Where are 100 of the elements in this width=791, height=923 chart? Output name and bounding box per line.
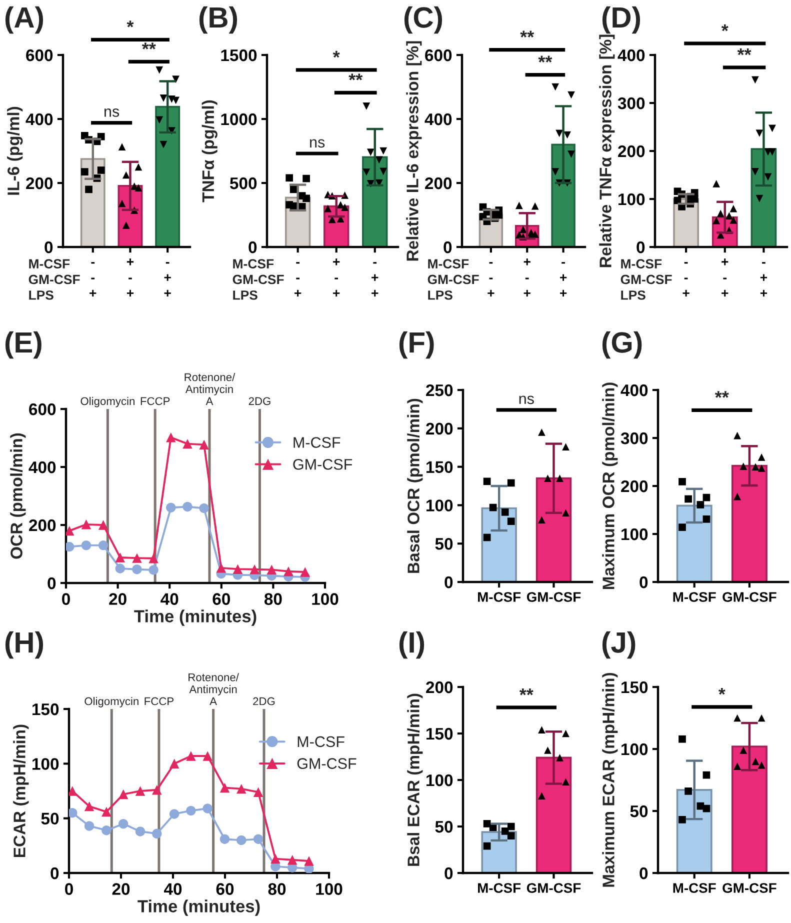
y-tick-label: 50 (435, 820, 453, 833)
point (152, 785, 162, 795)
point (98, 520, 108, 530)
bar (750, 148, 777, 247)
y-tick-label: 600 (29, 403, 56, 416)
annotation: ns (104, 108, 120, 117)
y-tick-label: 50 (41, 812, 59, 825)
x-tick-label: M-CSF (478, 592, 521, 602)
y-tick-label: 200 (621, 480, 648, 492)
y-tick-label: 50 (630, 805, 648, 818)
point (266, 564, 277, 575)
y-tick-label: 200 (425, 177, 452, 190)
x-tick-label: 80 (268, 883, 286, 895)
y-axis-title: Maximum ECAR (mpH/min) (602, 672, 618, 887)
text: ** (520, 30, 534, 38)
y-axis-title: Maximum OCR (pmol/min) (602, 382, 618, 590)
x-tick-label: 80 (264, 593, 282, 605)
y-tick-label: 600 (425, 49, 452, 62)
point (132, 564, 142, 574)
y-tick-label: 500 (230, 177, 257, 190)
point (284, 566, 294, 576)
y-tick-label: 400 (28, 461, 56, 474)
point (115, 552, 125, 562)
x-tick-label: + - + (126, 258, 134, 297)
point (186, 806, 196, 816)
point (98, 540, 108, 550)
point (202, 751, 212, 761)
x-tick-label: 60 (212, 593, 230, 605)
y-tick-label: 300 (620, 432, 648, 444)
y-axis-title: Relative IL-6 expression [%] (406, 41, 422, 261)
point (300, 567, 310, 577)
x-tick-label: GM-CSF (722, 883, 776, 893)
point (152, 828, 162, 838)
bar (362, 156, 388, 247)
point (186, 751, 196, 761)
x-tick-label: 40 (160, 593, 178, 605)
point (102, 806, 112, 817)
ref-line-label: Rotenone/ Antimycin A (188, 673, 239, 706)
chart-title: (A) (5, 6, 44, 34)
annotation: ns (519, 396, 534, 404)
x-axis-title: Time (minutes) (138, 900, 260, 916)
x-tick-label: M-CSF (673, 883, 716, 893)
annotation: ** (714, 391, 729, 398)
y-tick-label: 100 (622, 528, 648, 540)
x-tick-label: - + + (372, 262, 378, 297)
x-tick-label: M-CSF (478, 883, 521, 893)
x-tick-label: - - + (294, 262, 302, 297)
x-tick-label: 0 (62, 593, 70, 605)
point (148, 565, 158, 575)
point (220, 834, 230, 844)
point (182, 502, 192, 512)
text: M-CSF GM-CSF LPS (28, 259, 80, 300)
y-tick-label: 0 (444, 241, 452, 254)
ref-line-label: 2DG (248, 397, 270, 406)
text: * (721, 24, 728, 32)
x-tick-label: + - + (333, 258, 340, 297)
point (166, 432, 176, 442)
point (202, 804, 212, 814)
x-tick-label: - - + (90, 262, 96, 297)
ref-line-label: 2DG (253, 697, 275, 706)
y-tick-label: 250 (426, 384, 453, 396)
point (182, 438, 192, 449)
point (304, 856, 314, 866)
y-tick-label: 200 (426, 681, 453, 694)
y-tick-label: 150 (32, 703, 59, 716)
y-tick-label: 100 (426, 500, 453, 512)
y-tick-label: 200 (29, 519, 56, 532)
point (102, 826, 112, 836)
point (115, 564, 125, 574)
text: M-CSF GM-CSF LPS (428, 259, 479, 300)
point (81, 540, 92, 550)
legend-label: GM-CSF (293, 458, 352, 470)
y-tick-label: 400 (26, 113, 53, 126)
ref-line-label: FCCP (144, 697, 174, 706)
y-axis-title: Relative TNFα expression [%] (599, 34, 615, 268)
point (232, 564, 243, 574)
point (216, 563, 226, 573)
x-tick-label: - + + (560, 262, 567, 297)
annotation: ** (519, 688, 534, 696)
y-tick-label: 400 (424, 113, 452, 126)
y-tick-label: 0 (50, 867, 59, 880)
chart-title: (D) (602, 6, 640, 34)
y-tick-label: 400 (618, 49, 645, 62)
chart-title: (I) (399, 631, 424, 659)
point (169, 809, 180, 819)
point (118, 789, 128, 800)
point (132, 553, 142, 563)
y-axis-title: IL-6 (pg/ml) (7, 106, 23, 195)
x-tick-label: 100 (316, 883, 342, 895)
chart-title: (E) (5, 331, 42, 359)
y-tick-label: 400 (620, 384, 648, 396)
annotation: ** (538, 56, 552, 62)
point (220, 782, 230, 793)
chart-title: (B) (199, 6, 238, 34)
x-tick-label: + - + (722, 258, 728, 297)
y-axis-title: TNFα (pg/ml) (202, 100, 218, 202)
text: * (126, 20, 134, 28)
point (135, 826, 146, 836)
y-tick-label: 0 (640, 867, 648, 880)
point (199, 440, 209, 450)
